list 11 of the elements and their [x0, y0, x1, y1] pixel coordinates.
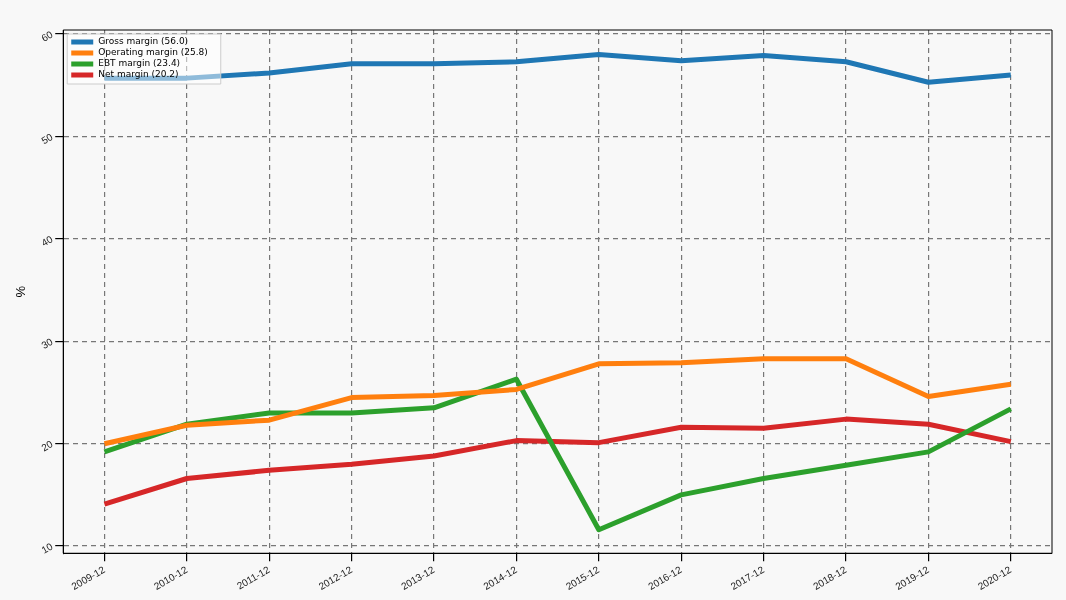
y-tick-label: 40	[39, 233, 55, 249]
y-tick-label: 30	[39, 335, 55, 351]
y-tick-label: 50	[39, 130, 55, 147]
y-tick-label: 60	[39, 28, 55, 44]
legend-label: EBT margin (23.4)	[98, 58, 181, 69]
legend-label: Operating margin (25.8)	[98, 47, 208, 58]
legend-label: Net margin (20.2)	[98, 69, 179, 80]
y-tick-label: 10	[39, 540, 55, 556]
legend-label: Gross margin (56.0)	[98, 36, 189, 47]
y-axis-title: %	[13, 285, 29, 298]
y-tick-label: 20	[39, 438, 55, 454]
